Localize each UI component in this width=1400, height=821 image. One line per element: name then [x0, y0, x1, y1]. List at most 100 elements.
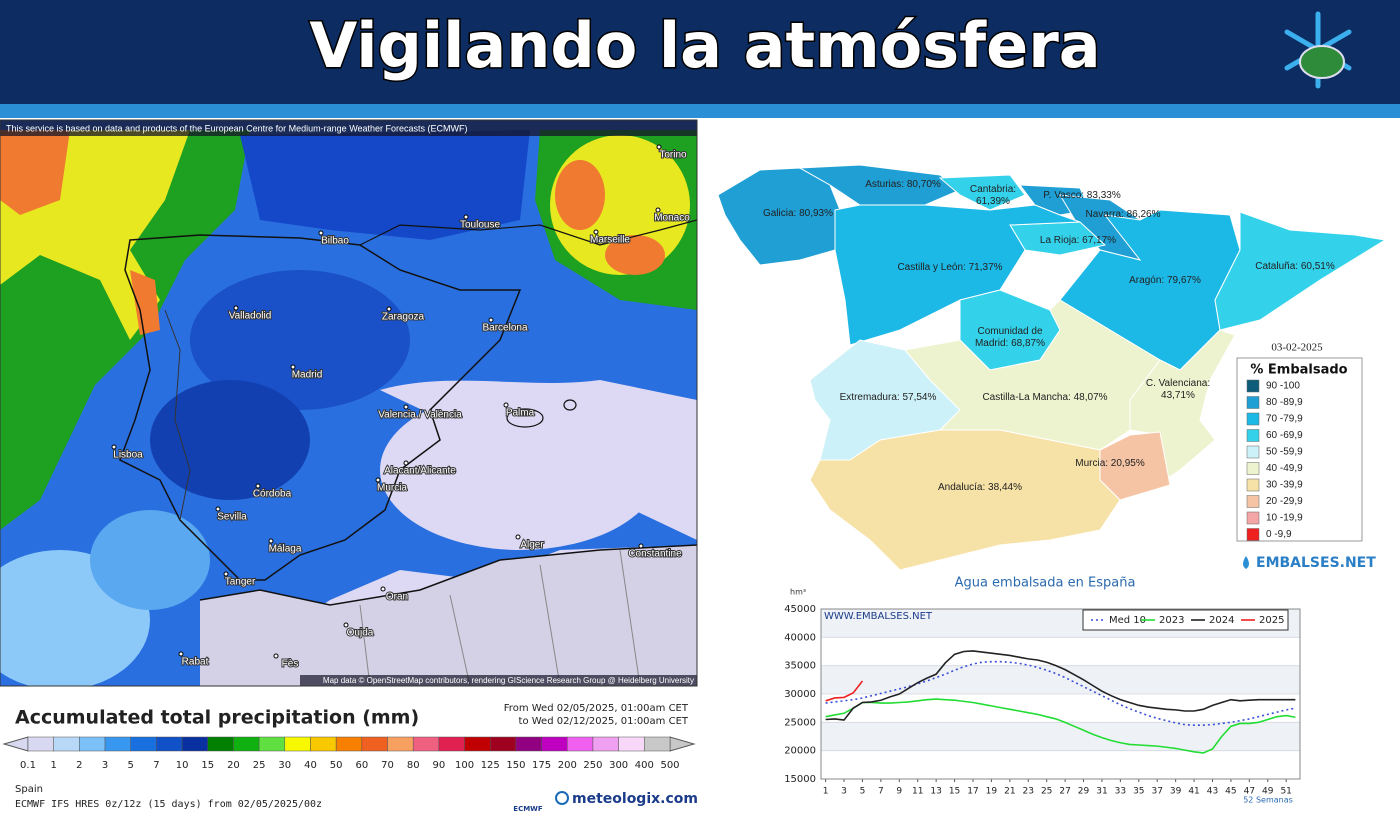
y-tick-label: 40000 [784, 632, 816, 643]
color-scale: 0.1 1 2 3 5 7 10 15 20 25 30 40 50 60 70 80 90 100 125 150 1… [2, 736, 696, 771]
city-label: Barcelona [482, 323, 527, 334]
city-dot [488, 317, 494, 323]
legend-label: 60 -69,9 [1266, 430, 1303, 441]
city-dot [386, 306, 392, 312]
scale-label: 175 [532, 760, 551, 771]
region-label: Castilla-La Mancha: 48,07% [982, 392, 1108, 403]
x-tick-label: 29 [1078, 787, 1090, 797]
legend-label: 90 -100 [1266, 381, 1300, 392]
scale-label: 60 [355, 760, 368, 771]
city-label: Toulouse [460, 220, 500, 231]
x-tick-label: 49 [1262, 787, 1274, 797]
city-label: Torino [659, 150, 687, 161]
scale-label: 10 [176, 760, 189, 771]
scale-label: 25 [253, 760, 266, 771]
legend-swatch [1246, 379, 1260, 393]
scale-label: 0.1 [20, 760, 36, 771]
scale-swatch [361, 736, 388, 752]
map-attribution: Map data © OpenStreetMap contributors, r… [323, 676, 694, 685]
scale-swatch [233, 736, 260, 752]
header-strip [0, 104, 1400, 118]
x-axis-label: 52 Semanas [1243, 796, 1293, 805]
region-label: C. Valenciana: 43,71% [1145, 378, 1211, 401]
legend-label: 40 -49,9 [1266, 463, 1303, 474]
city-label: Constantine [628, 549, 682, 560]
legend-swatch [1246, 429, 1260, 442]
series-line [825, 650, 1296, 721]
scale-arrow-right [669, 736, 696, 752]
scale-label: 1 [50, 760, 56, 771]
legend-title: Accumulated total precipitation (mm) [15, 707, 419, 729]
city-labels: Torino Monaco Marseille Toulouse Bilbao Valla… [111, 144, 691, 671]
scale-label: 70 [381, 760, 394, 771]
scale-label: 2 [76, 760, 82, 771]
scale-label: 300 [609, 760, 628, 771]
city-label: Oran [386, 592, 408, 603]
scale-label: 100 [455, 760, 474, 771]
scale-swatch [130, 736, 157, 752]
city-dot [255, 483, 261, 489]
series-line [825, 698, 1296, 754]
scale-swatch [53, 736, 80, 752]
scale-label: 200 [558, 760, 577, 771]
city-label: Tanger [225, 577, 256, 588]
legend-label: 20 -29,9 [1266, 496, 1303, 507]
city-dot [233, 305, 239, 311]
region-label: Aragón: 79,67% [1129, 275, 1201, 286]
region-shape [834, 204, 1081, 346]
map-notice: This service is based on data and produc… [6, 123, 468, 133]
scale-label: 90 [433, 760, 446, 771]
region-label: Extremadura: 57,54% [839, 392, 937, 403]
city-label: Marseille [590, 235, 630, 246]
legend-label: 0 -9,9 [1266, 529, 1292, 540]
map-frame [0, 119, 698, 687]
brand: meteologix.com [572, 791, 698, 807]
legend-box [1082, 609, 1289, 631]
city-label: Valencia / València [378, 410, 462, 421]
city-label: Murcia [377, 483, 407, 494]
y-tick-label: 15000 [784, 774, 816, 785]
region-label: Murcia: 20,95% [1075, 458, 1145, 469]
logo [1284, 11, 1352, 89]
scale-label: 250 [583, 760, 602, 771]
city-dot [178, 651, 184, 657]
scale-swatch [310, 736, 337, 752]
legend-label: 2024 [1209, 615, 1234, 626]
plot-frame [820, 608, 1301, 780]
city-label: Zaragoza [382, 312, 425, 323]
city-label: Lisboa [113, 450, 143, 461]
city-dot [503, 402, 509, 408]
legend-label: 2023 [1159, 615, 1184, 626]
scale-label: 7 [153, 760, 159, 771]
reservoir-map [717, 164, 1387, 571]
legend-swatch [1246, 528, 1260, 541]
period-to: to Wed 02/12/2025, 01:00am CET [519, 716, 689, 727]
reservoir-brand: EMBALSES.NET [1256, 555, 1376, 571]
city-dot [273, 653, 279, 659]
x-tick-label: 31 [1096, 787, 1107, 797]
legend-label: Med 10 [1109, 615, 1146, 626]
x-tick-label: 11 [912, 787, 923, 797]
city-dot [403, 404, 409, 410]
x-tick-label: 25 [1041, 787, 1052, 797]
city-label: Rabat [182, 657, 209, 668]
scale-swatch [27, 736, 54, 752]
x-tick-label: 33 [1115, 787, 1126, 797]
scale-label: 20 [227, 760, 240, 771]
scale-swatch [515, 736, 542, 752]
x-tick-label: 37 [1151, 787, 1162, 797]
series-line [825, 680, 864, 702]
scale-swatch [258, 736, 286, 752]
city-dot [515, 534, 521, 540]
city-dot [655, 207, 661, 213]
legend-swatch [1246, 445, 1260, 459]
x-tick-label: 23 [1023, 787, 1034, 797]
region-label: Galicia: 80,93% [762, 208, 834, 219]
x-tick-label: 17 [967, 787, 978, 797]
y-tick-label: 25000 [784, 717, 816, 728]
legend-swatch [1246, 396, 1260, 409]
x-tick-label: 21 [1004, 787, 1015, 797]
scale-label: 30 [278, 760, 291, 771]
